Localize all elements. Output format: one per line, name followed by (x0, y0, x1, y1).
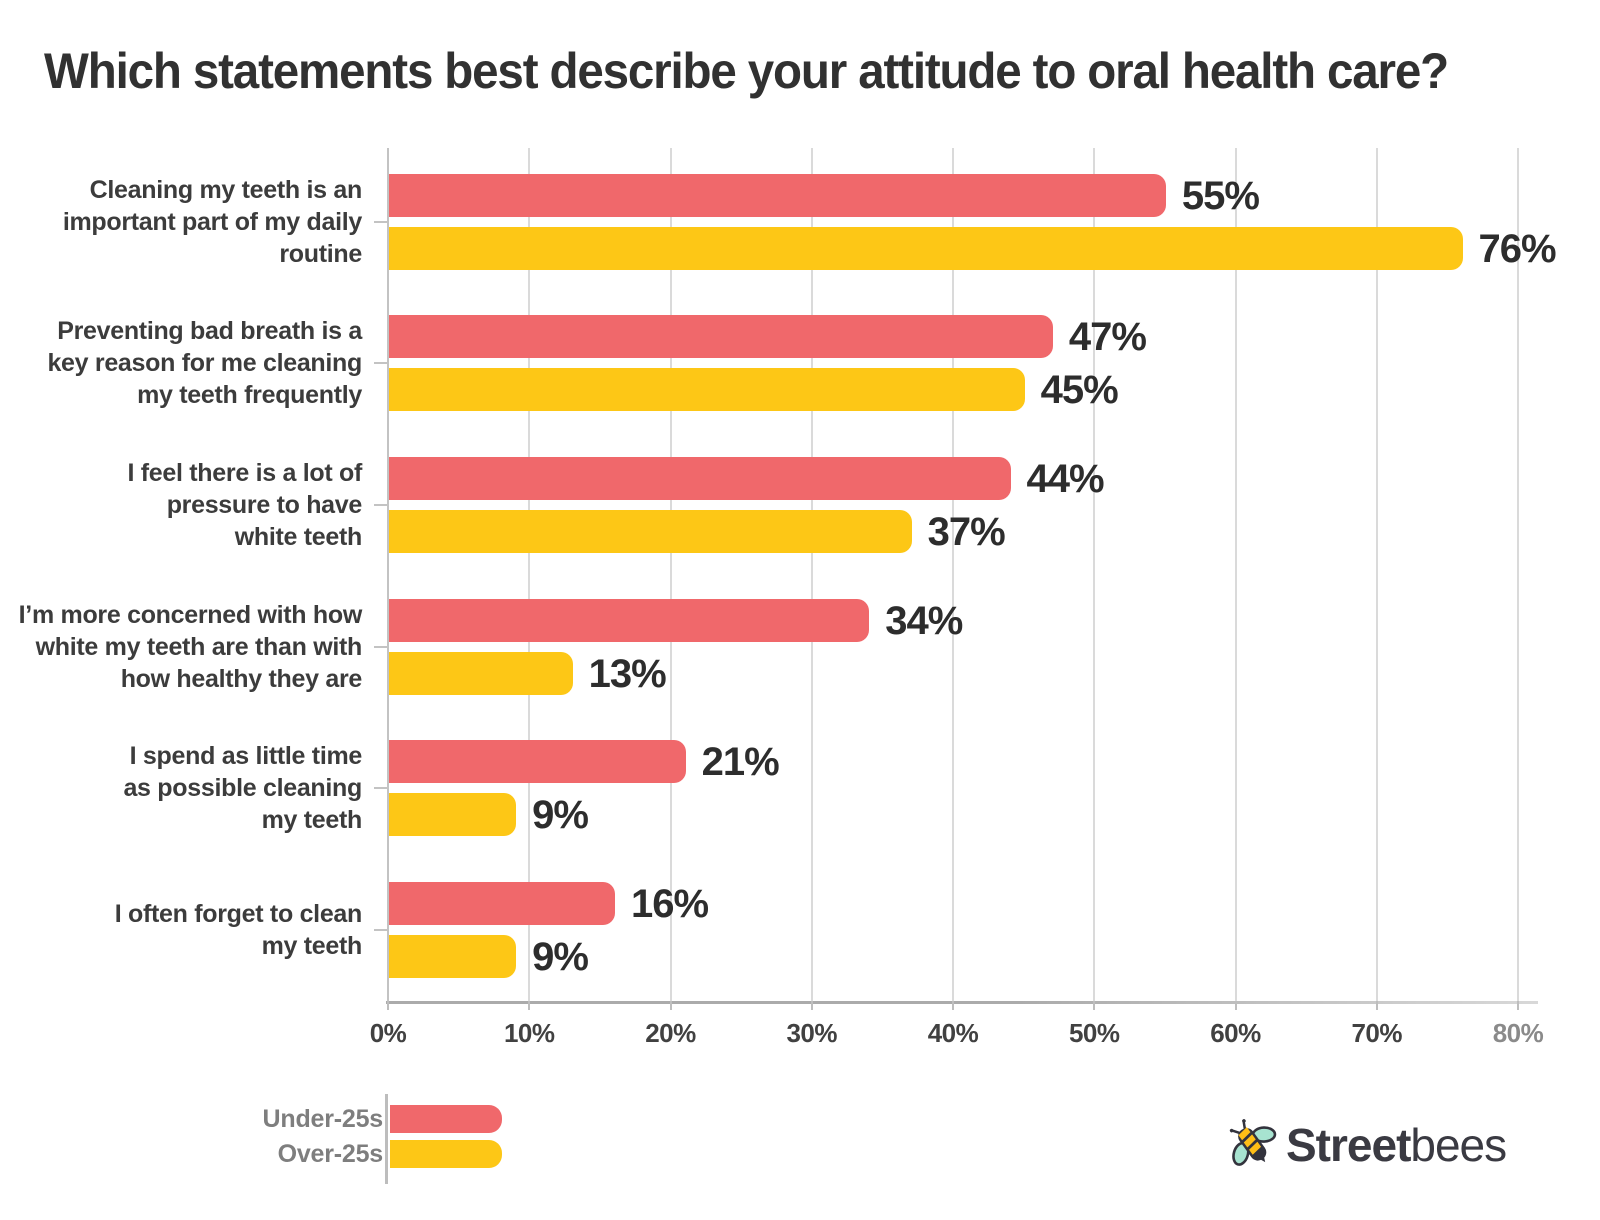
x-tick-label: 10% (503, 1018, 555, 1048)
value-label: 45% (1040, 368, 1119, 413)
logo-text-light: bees (1410, 1119, 1507, 1171)
bar-under-25s (389, 173, 1166, 217)
y-axis-tick (374, 645, 388, 648)
category-label: Cleaning my teeth is an important part o… (2, 164, 362, 280)
x-axis-tick (1234, 1001, 1237, 1010)
value-label: 55% (1181, 173, 1260, 218)
x-axis-tick (810, 1001, 813, 1010)
bee-icon (1229, 1119, 1277, 1166)
x-axis-tick (387, 1001, 389, 1010)
x-axis-tick (669, 1001, 672, 1010)
gridline (1517, 148, 1519, 1001)
y-axis-tick (374, 928, 388, 931)
value-label: 16% (631, 881, 709, 926)
x-axis-line (386, 1001, 1538, 1004)
x-axis-tick (1517, 1001, 1519, 1010)
x-tick-label: 0% (369, 1018, 407, 1048)
x-tick-label: 50% (1068, 1018, 1120, 1048)
streetbees-logo: Streetbees (1228, 1118, 1507, 1172)
category-label: I’m more concerned with how white my tee… (2, 589, 363, 705)
legend-label-over-25s: Over-25s (277, 1140, 384, 1168)
value-label: 44% (1026, 456, 1105, 501)
legend-swatch-under-25s (390, 1105, 502, 1133)
logo-text-bold: Street (1286, 1119, 1411, 1171)
gridline (810, 148, 813, 1001)
bar-over-25s (389, 509, 912, 553)
category-label-text: I feel there is a lot of pressure to hav… (127, 458, 362, 551)
legend-axis-line (385, 1094, 388, 1184)
y-axis-line (387, 148, 389, 1001)
gridline (1093, 148, 1096, 1001)
category-label-text: Cleaning my teeth is an important part o… (62, 175, 362, 268)
bar-under-25s (389, 881, 615, 925)
x-tick-label: 30% (786, 1018, 838, 1048)
bar-under-25s (389, 598, 870, 642)
gridline (1234, 148, 1237, 1001)
bar-over-25s (389, 226, 1463, 270)
value-label: 21% (701, 740, 780, 785)
value-label: 9% (532, 934, 589, 979)
category-label: I often forget to clean my teeth (2, 872, 363, 988)
x-tick-label: 40% (927, 1018, 979, 1048)
value-label: 47% (1068, 315, 1147, 360)
legend-swatch-over-25s (390, 1140, 502, 1168)
legend-label-under-25s: Under-25s (262, 1105, 384, 1133)
x-tick-label: 80% (1492, 1018, 1544, 1048)
value-label: 34% (885, 598, 963, 643)
x-tick-label: 60% (1210, 1018, 1261, 1048)
category-label: I spend as little time as possible clean… (2, 730, 362, 846)
y-axis-tick (374, 362, 388, 365)
gridline (528, 148, 531, 1001)
bar-under-25s (389, 456, 1011, 500)
x-tick-label: 70% (1351, 1018, 1403, 1048)
x-axis-tick (1093, 1001, 1096, 1010)
x-axis-tick (952, 1001, 954, 1010)
value-label: 37% (927, 509, 1006, 554)
x-axis-tick (1375, 1001, 1378, 1010)
category-label: I feel there is a lot of pressure to hav… (2, 447, 362, 563)
value-label: 76% (1478, 226, 1557, 271)
y-axis-tick (374, 787, 388, 790)
category-label: Preventing bad breath is a key reason fo… (2, 305, 362, 421)
bar-under-25s (389, 740, 686, 784)
bar-over-25s (389, 934, 517, 978)
x-tick-label: 20% (645, 1018, 696, 1048)
y-axis-tick (374, 220, 388, 223)
gridline (952, 148, 954, 1001)
bar-under-25s (389, 315, 1053, 359)
bar-over-25s (389, 368, 1025, 412)
category-label-text: I’m more concerned with how white my tee… (18, 600, 363, 693)
gridline (1375, 148, 1378, 1001)
category-label-text: I spend as little time as possible clean… (123, 742, 362, 835)
x-axis-tick (528, 1001, 531, 1010)
bar-over-25s (389, 651, 573, 695)
bar-over-25s (389, 793, 517, 837)
streetbees-wordmark: Streetbees (1286, 1118, 1507, 1172)
y-axis-tick (374, 503, 388, 506)
value-label: 13% (588, 651, 667, 696)
value-label: 9% (532, 793, 589, 838)
chart-title: Which statements best describe your atti… (44, 43, 1449, 99)
gridline (669, 148, 672, 1001)
category-label-text: Preventing bad breath is a key reason fo… (47, 317, 362, 410)
category-label-text: I often forget to clean my teeth (114, 899, 363, 960)
